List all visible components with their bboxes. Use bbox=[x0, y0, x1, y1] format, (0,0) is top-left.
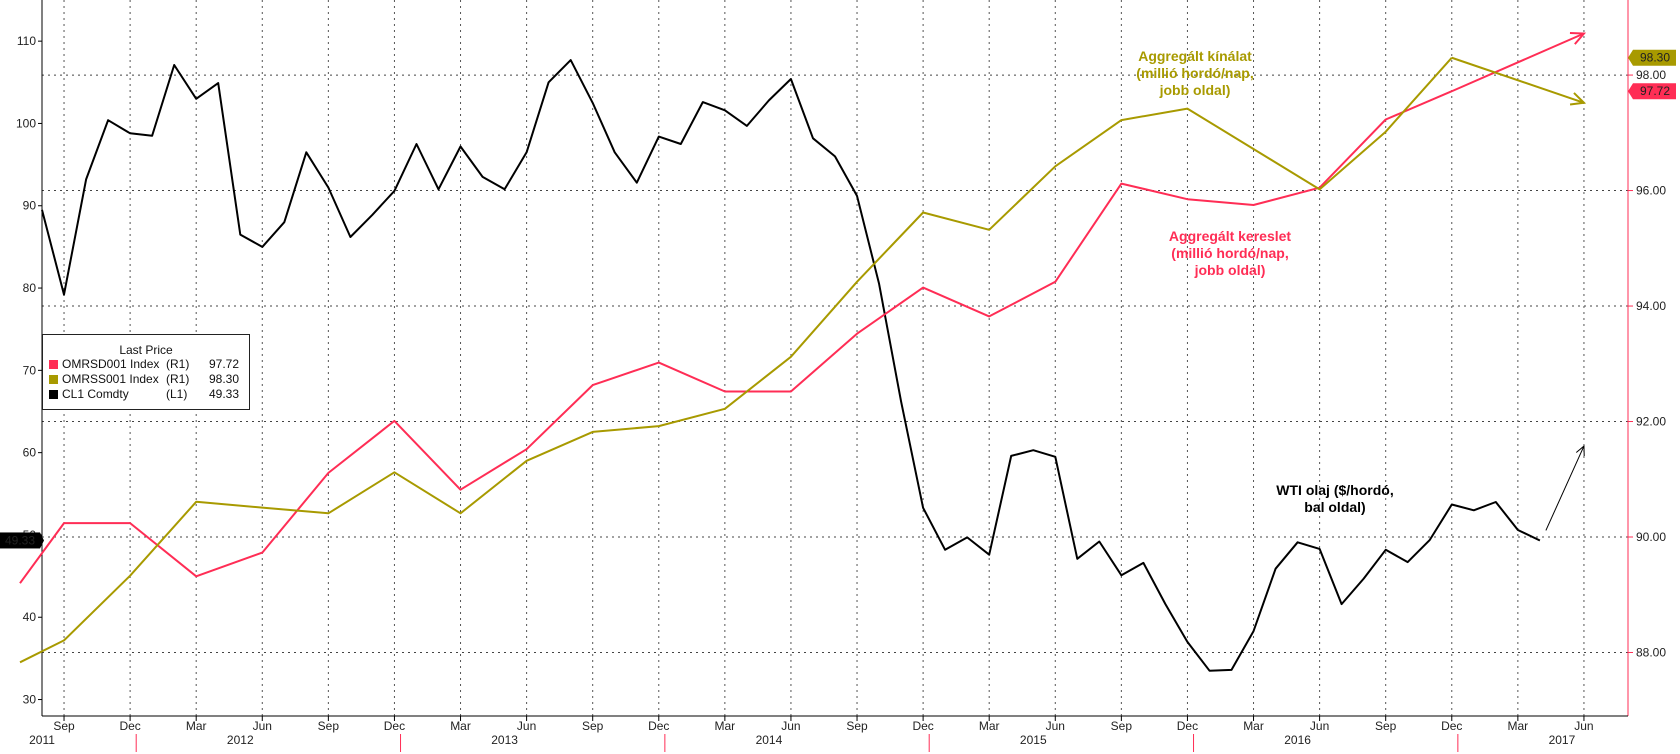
annotation-line: jobb oldal) bbox=[1194, 262, 1266, 278]
annotation-line: Aggregált kereslet bbox=[1168, 228, 1292, 244]
projection-arrow-line bbox=[1451, 56, 1585, 104]
annotation-line: (millió hordó/nap, bbox=[1171, 245, 1289, 261]
legend-entry-omrsd001: OMRSD001 Index (R1) 97.72 bbox=[49, 357, 249, 372]
series-layer bbox=[19, 57, 1541, 672]
left-tick-label: 70 bbox=[23, 363, 37, 377]
left-tick-label: 30 bbox=[23, 693, 37, 707]
x-tick-label: Dec bbox=[384, 719, 405, 733]
x-tick-label: Sep bbox=[582, 719, 604, 733]
annotation-demand: Aggregált kereslet (millió hordó/nap, jo… bbox=[1115, 228, 1345, 279]
legend-swatch-black bbox=[49, 390, 58, 400]
x-year-label: 2013 bbox=[491, 733, 518, 747]
legend-swatch-red bbox=[49, 360, 58, 370]
legend-title: Last Price bbox=[119, 343, 173, 357]
right-tick-label: 88.00 bbox=[1636, 645, 1666, 659]
annotation-supply: Aggregált kínálat (millió hordó/nap, job… bbox=[1080, 48, 1310, 99]
right-axis: 88.00 90.00 92.00 94.00 96.00 98.00 bbox=[1628, 68, 1666, 659]
series-line-cl1-comdty bbox=[41, 59, 1541, 672]
legend-value: 98.30 bbox=[208, 372, 239, 386]
legend-axis: (L1) bbox=[166, 387, 188, 401]
series-line-omrss001-index bbox=[19, 57, 1453, 664]
annotation-wti: WTI olaj ($/hordó, bal oldal) bbox=[1245, 482, 1425, 516]
annotation-line: WTI olaj ($/hordó, bbox=[1276, 482, 1394, 498]
right-tick-label: 98.00 bbox=[1636, 68, 1666, 82]
left-tick-label: 40 bbox=[23, 610, 37, 624]
wti-arrow-head bbox=[1575, 445, 1585, 457]
x-tick-label: Dec bbox=[648, 719, 669, 733]
x-tick-label: Sep bbox=[318, 719, 340, 733]
last-value-tag-bg bbox=[0, 532, 40, 549]
annotation-line: (millió hordó/nap, bbox=[1136, 65, 1254, 81]
x-tick-label: Mar bbox=[186, 719, 207, 733]
x-tick-label: Jun bbox=[1574, 719, 1593, 733]
right-tick-label: 92.00 bbox=[1636, 415, 1666, 429]
projection-arrow-line bbox=[1451, 32, 1585, 93]
last-value-tag-text: 49.33 bbox=[5, 533, 35, 547]
legend-value: 49.33 bbox=[208, 387, 239, 401]
left-axis: 30405060708090100110 bbox=[16, 34, 42, 707]
annotation-line: bal oldal) bbox=[1304, 499, 1366, 515]
x-tick-label: Sep bbox=[846, 719, 868, 733]
axis-frame bbox=[41, 0, 1629, 717]
left-tick-label: 90 bbox=[23, 199, 37, 213]
x-year-label: 2017 bbox=[1549, 733, 1576, 747]
legend-swatch-olive bbox=[49, 375, 58, 385]
last-value-tag-text: 98.30 bbox=[1640, 51, 1670, 65]
legend-entry-cl1: CL1 Comdty (L1) 49.33 bbox=[49, 387, 249, 402]
x-year-label: 2011 bbox=[29, 733, 55, 747]
left-tick-label: 60 bbox=[23, 446, 37, 460]
series-line-omrsd001-index bbox=[19, 90, 1453, 584]
left-tick-label: 80 bbox=[23, 281, 37, 295]
projection-arrow-head bbox=[1569, 31, 1587, 45]
x-tick-label: Jun bbox=[253, 719, 272, 733]
annotation-line: Aggregált kínálat bbox=[1138, 48, 1252, 64]
x-tick-label: Mar bbox=[450, 719, 471, 733]
x-year-label: 2016 bbox=[1284, 733, 1311, 747]
wti-arrow-line bbox=[1545, 445, 1585, 531]
right-tick-label: 90.00 bbox=[1636, 530, 1666, 544]
x-year-label: 2012 bbox=[227, 733, 254, 747]
x-tick-label: Jun bbox=[781, 719, 800, 733]
grid-lines bbox=[42, 0, 1628, 716]
x-tick-label: Jun bbox=[517, 719, 536, 733]
legend: Last Price OMRSD001 Index (R1) 97.72 OMRSS… bbox=[42, 334, 250, 410]
last-value-tag-tip bbox=[40, 532, 44, 549]
x-tick-label: Dec bbox=[1441, 719, 1462, 733]
left-tick-label: 110 bbox=[17, 34, 36, 48]
left-tick-label: 100 bbox=[16, 116, 36, 130]
annotation-line: jobb oldal) bbox=[1159, 82, 1231, 98]
legend-value: 97.72 bbox=[208, 357, 239, 371]
right-tick-label: 96.00 bbox=[1636, 184, 1666, 198]
x-tick-label: Dec bbox=[912, 719, 933, 733]
x-tick-label: Dec bbox=[119, 719, 140, 733]
legend-name: OMRSS001 Index bbox=[62, 372, 159, 386]
x-year-label: 2015 bbox=[1020, 733, 1047, 747]
legend-axis: (R1) bbox=[166, 357, 190, 371]
x-tick-label: Jun bbox=[1046, 719, 1065, 733]
legend-axis: (R1) bbox=[166, 372, 190, 386]
right-tick-label: 94.00 bbox=[1636, 299, 1666, 313]
x-tick-label: Jun bbox=[1310, 719, 1329, 733]
x-tick-label: Dec bbox=[1177, 719, 1198, 733]
x-year-label: 2014 bbox=[756, 733, 783, 747]
last-value-tag-bg bbox=[1628, 49, 1676, 66]
x-tick-label: Sep bbox=[1111, 719, 1133, 733]
x-tick-label: Mar bbox=[1508, 719, 1529, 733]
projection-arrows bbox=[1451, 31, 1587, 531]
x-tick-label: Mar bbox=[1243, 719, 1264, 733]
legend-name: CL1 Comdty bbox=[62, 387, 129, 401]
last-value-tag-bg bbox=[1628, 83, 1676, 100]
last-value-tag-text: 97.72 bbox=[1640, 84, 1670, 98]
legend-name: OMRSD001 Index bbox=[62, 357, 160, 371]
legend-entry-omrss001: OMRSS001 Index (R1) 98.30 bbox=[49, 372, 249, 387]
x-tick-label: Mar bbox=[979, 719, 1000, 733]
x-tick-label: Mar bbox=[715, 719, 736, 733]
x-tick-label: Sep bbox=[1375, 719, 1397, 733]
projection-arrow-head bbox=[1569, 92, 1587, 106]
x-tick-label: Sep bbox=[53, 719, 75, 733]
